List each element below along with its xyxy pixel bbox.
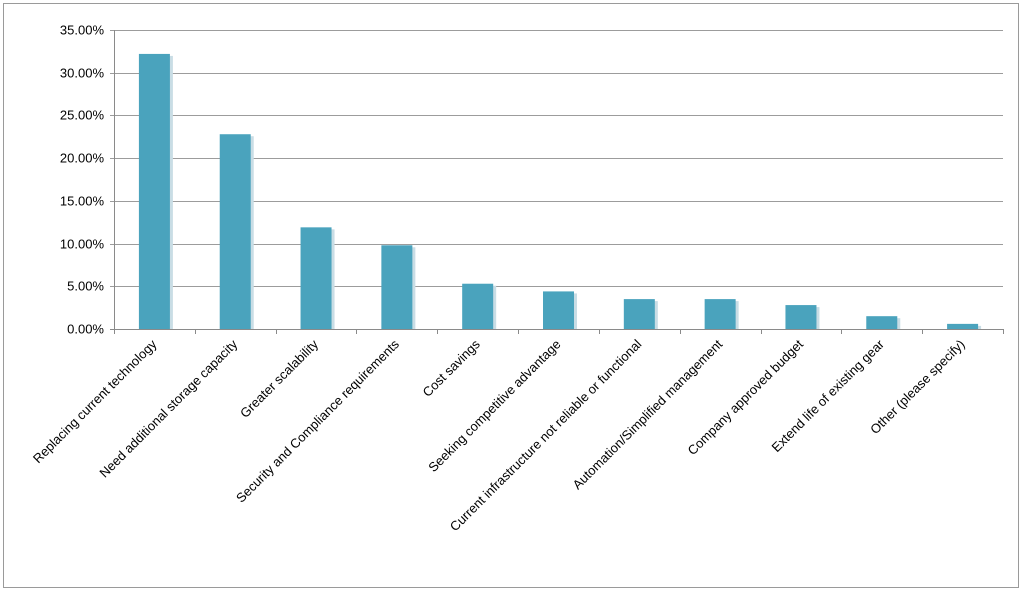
bar	[623, 299, 655, 329]
bar	[947, 323, 979, 329]
bar	[381, 245, 413, 329]
y-tick-label: 35.00%	[60, 23, 105, 38]
y-tick-label: 5.00%	[67, 279, 104, 294]
x-category-label: Security and Compliance requirements	[233, 336, 402, 505]
bar	[543, 291, 574, 329]
bar	[138, 53, 170, 330]
x-category-label: Cost savings	[420, 336, 484, 400]
bar	[462, 283, 494, 329]
x-category-label: Need additional storage capacity	[96, 336, 240, 480]
x-category-label: Greater scalability	[237, 336, 322, 421]
bar	[866, 316, 898, 329]
bar	[704, 299, 736, 329]
x-category-label: Seeking competitive advantage	[425, 337, 563, 475]
y-tick-label: 20.00%	[60, 151, 105, 166]
bar	[219, 134, 251, 329]
y-tick-label: 10.00%	[60, 237, 105, 252]
y-tick-label: 0.00%	[67, 322, 104, 337]
x-category-label: Automation/Simplified management	[570, 336, 726, 492]
bar	[300, 227, 332, 329]
y-tick-label: 25.00%	[60, 108, 105, 123]
y-tick-label: 15.00%	[60, 194, 105, 209]
y-tick-label: 30.00%	[60, 66, 105, 81]
bar	[785, 305, 817, 329]
